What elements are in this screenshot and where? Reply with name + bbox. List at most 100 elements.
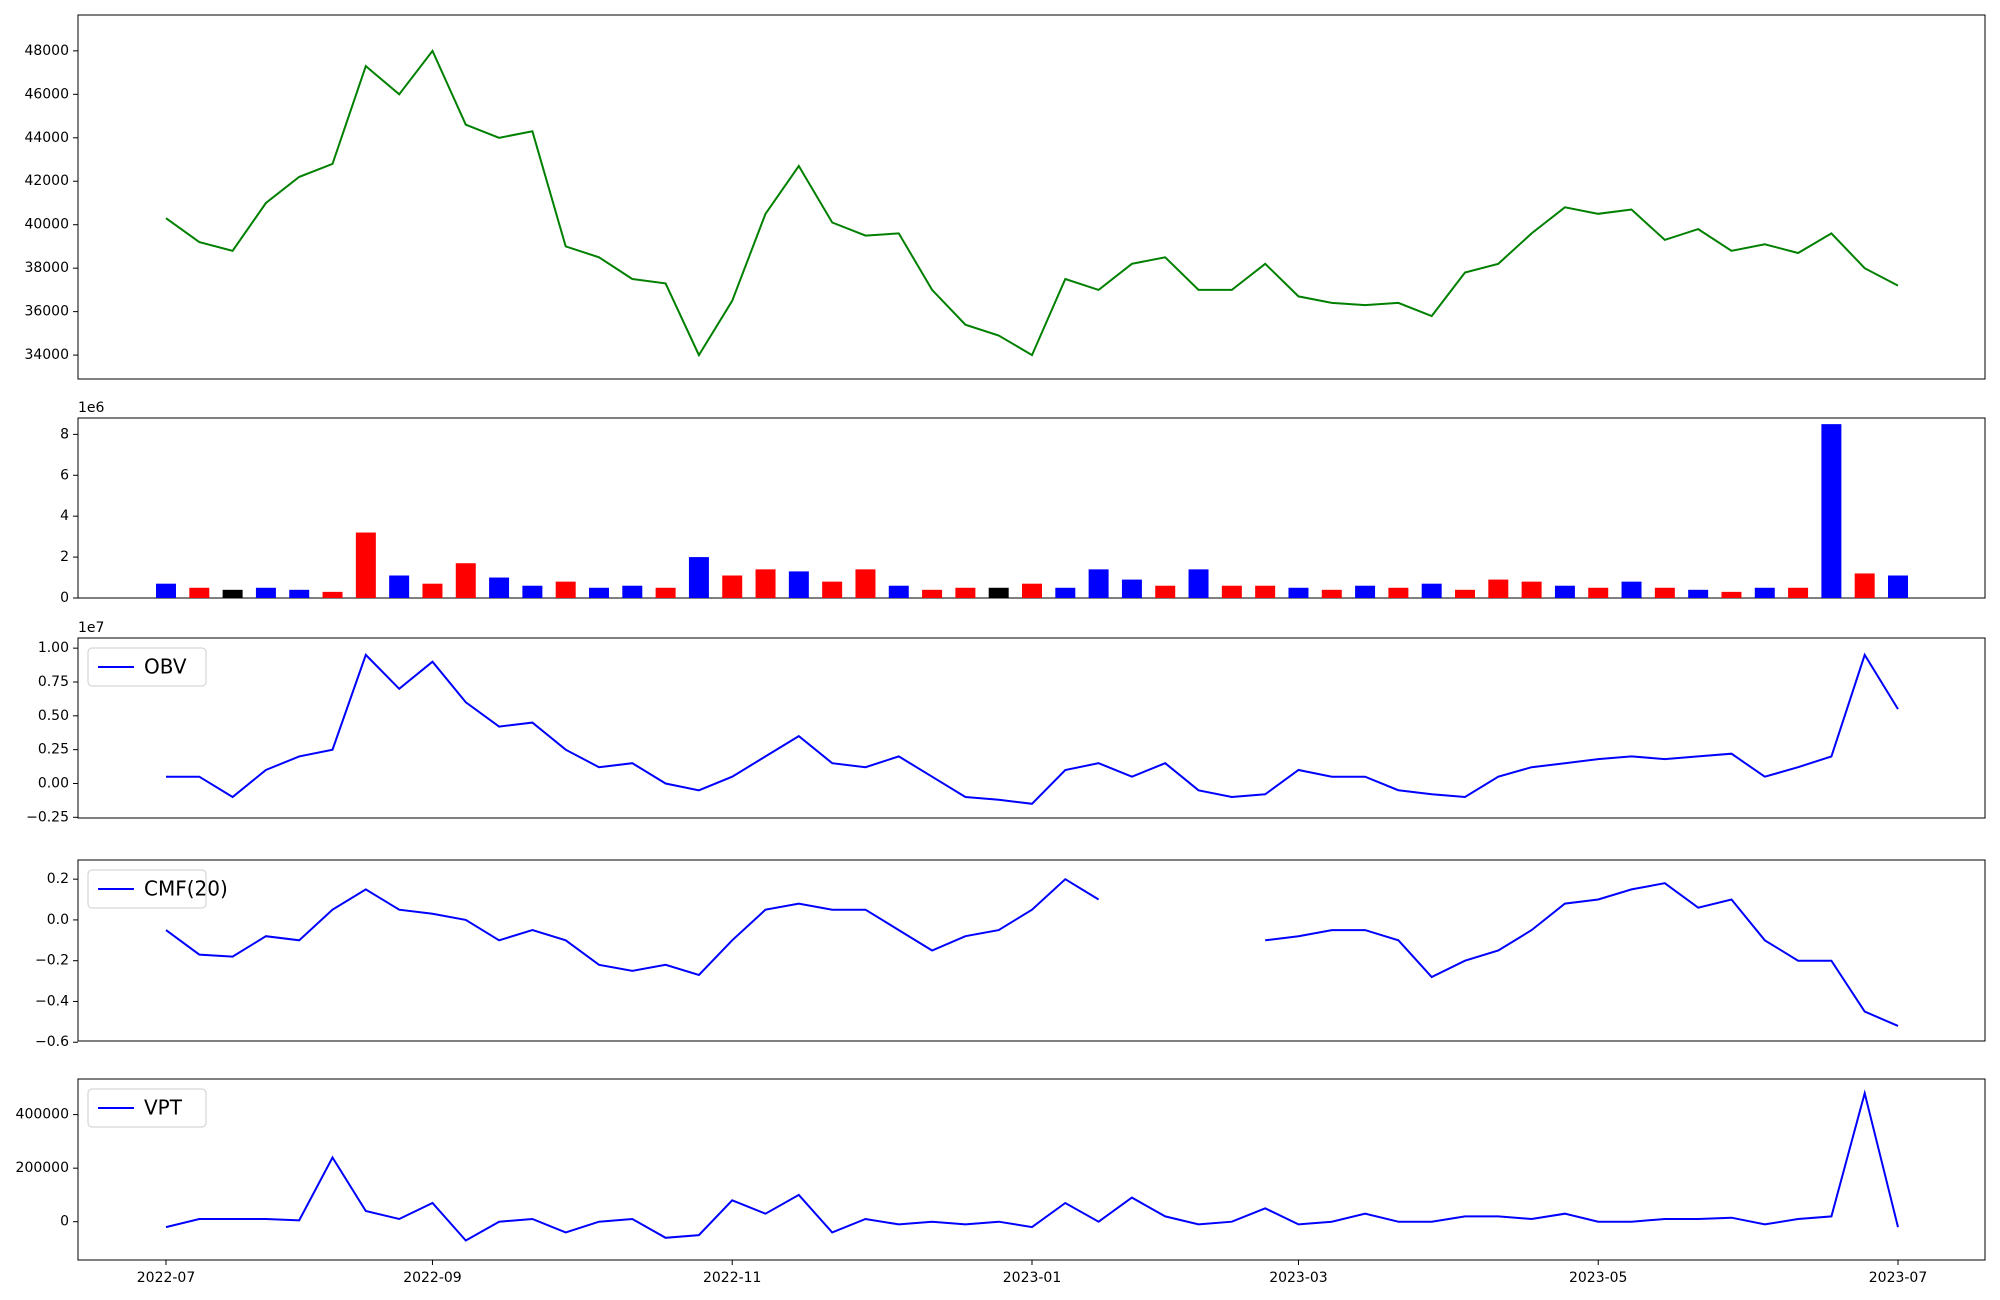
y-tick-label: −0.25 xyxy=(26,809,69,825)
plot-area xyxy=(77,1078,1986,1261)
y-tick-label: 34000 xyxy=(24,347,69,363)
plot-area xyxy=(77,14,1986,380)
line-series xyxy=(165,877,1899,1027)
bar xyxy=(389,575,410,598)
bar xyxy=(1754,587,1775,598)
bar xyxy=(1355,585,1376,598)
bar xyxy=(1121,579,1142,598)
bar xyxy=(1421,583,1442,598)
bar xyxy=(1588,587,1609,598)
y-tick-label: 0 xyxy=(60,1214,69,1230)
bar xyxy=(922,589,943,598)
bar xyxy=(1788,587,1809,598)
bar xyxy=(1721,591,1742,598)
bar xyxy=(255,587,276,598)
bar xyxy=(1288,587,1309,598)
x-tick-label: 2022-11 xyxy=(703,1270,762,1286)
bar xyxy=(1821,424,1842,598)
bar xyxy=(489,577,510,598)
bar xyxy=(1488,579,1509,598)
bar xyxy=(1521,581,1542,598)
bar xyxy=(189,587,210,598)
y-tick-label: −0.4 xyxy=(35,993,69,1009)
y-tick-label: −0.6 xyxy=(35,1034,69,1050)
bar xyxy=(1888,575,1908,598)
bar xyxy=(1688,589,1709,598)
bar xyxy=(722,575,743,598)
bar xyxy=(1255,585,1276,598)
x-tick-label: 2023-03 xyxy=(1269,1270,1328,1286)
y-tick-label: 40000 xyxy=(24,217,69,233)
y-tick-label: 0.00 xyxy=(38,775,69,791)
y-tick-label: 0.50 xyxy=(38,708,69,724)
y-tick-label: 2 xyxy=(60,549,69,565)
y-tick-label: 8 xyxy=(60,426,69,442)
bar xyxy=(1554,585,1575,598)
bar xyxy=(655,587,676,598)
y-tick-label: 0 xyxy=(60,590,69,606)
bar xyxy=(1388,587,1409,598)
bar xyxy=(522,585,543,598)
y-tick-label: 44000 xyxy=(24,130,69,146)
bar xyxy=(1321,589,1342,598)
x-tick-label: 2022-07 xyxy=(137,1270,196,1286)
line-series xyxy=(165,48,1899,358)
line-series xyxy=(165,1089,1899,1242)
bar xyxy=(888,585,909,598)
y-tick-label: 38000 xyxy=(24,260,69,276)
bar xyxy=(422,583,443,598)
bar xyxy=(1654,587,1675,598)
bar xyxy=(688,557,709,598)
y-tick-label: 0.0 xyxy=(47,912,69,928)
x-tick-label: 2023-07 xyxy=(1869,1270,1928,1286)
legend-box xyxy=(87,869,207,909)
bar xyxy=(289,589,310,598)
bar xyxy=(855,569,876,598)
bar xyxy=(1155,585,1176,598)
bar xyxy=(622,585,643,598)
y-tick-label: 6 xyxy=(60,467,69,483)
bar xyxy=(455,563,476,598)
plot-area xyxy=(77,637,1986,819)
bar xyxy=(1221,585,1242,598)
bar xyxy=(1621,581,1642,598)
y-tick-label: 4 xyxy=(60,508,69,524)
bar xyxy=(222,589,243,598)
bar xyxy=(355,532,376,598)
y-tick-label: 48000 xyxy=(24,43,69,59)
axis-multiplier: 1e7 xyxy=(78,620,104,636)
bar xyxy=(589,587,609,598)
y-tick-label: 0.75 xyxy=(38,674,69,690)
y-tick-label: 46000 xyxy=(24,86,69,102)
line-series xyxy=(166,652,1899,805)
y-tick-label: 1.00 xyxy=(38,640,69,656)
x-tick-label: 2023-05 xyxy=(1569,1270,1628,1286)
bar xyxy=(788,571,809,598)
bar xyxy=(1854,573,1875,598)
bar xyxy=(1055,587,1076,598)
y-tick-label: 0.25 xyxy=(38,742,69,758)
legend-box xyxy=(87,647,207,687)
axis-multiplier: 1e6 xyxy=(78,400,105,416)
y-tick-label: 36000 xyxy=(24,304,69,320)
bar xyxy=(322,591,343,598)
y-tick-label: 0.2 xyxy=(47,871,69,887)
bar xyxy=(1088,569,1109,598)
bar xyxy=(1188,569,1209,598)
bar xyxy=(955,587,976,598)
bar xyxy=(1455,589,1475,598)
y-tick-label: 400000 xyxy=(16,1107,69,1123)
x-tick-label: 2023-01 xyxy=(1003,1270,1062,1286)
bar xyxy=(156,583,176,598)
bar xyxy=(988,587,1009,598)
y-tick-label: 42000 xyxy=(24,173,69,189)
legend-label: VPT xyxy=(144,1096,183,1120)
legend-box xyxy=(87,1088,207,1128)
y-tick-label: −0.2 xyxy=(35,953,69,969)
bar xyxy=(755,569,776,598)
bar xyxy=(555,581,576,598)
plot-area xyxy=(77,859,1986,1042)
legend-label: OBV xyxy=(144,655,187,679)
bar xyxy=(822,581,843,598)
